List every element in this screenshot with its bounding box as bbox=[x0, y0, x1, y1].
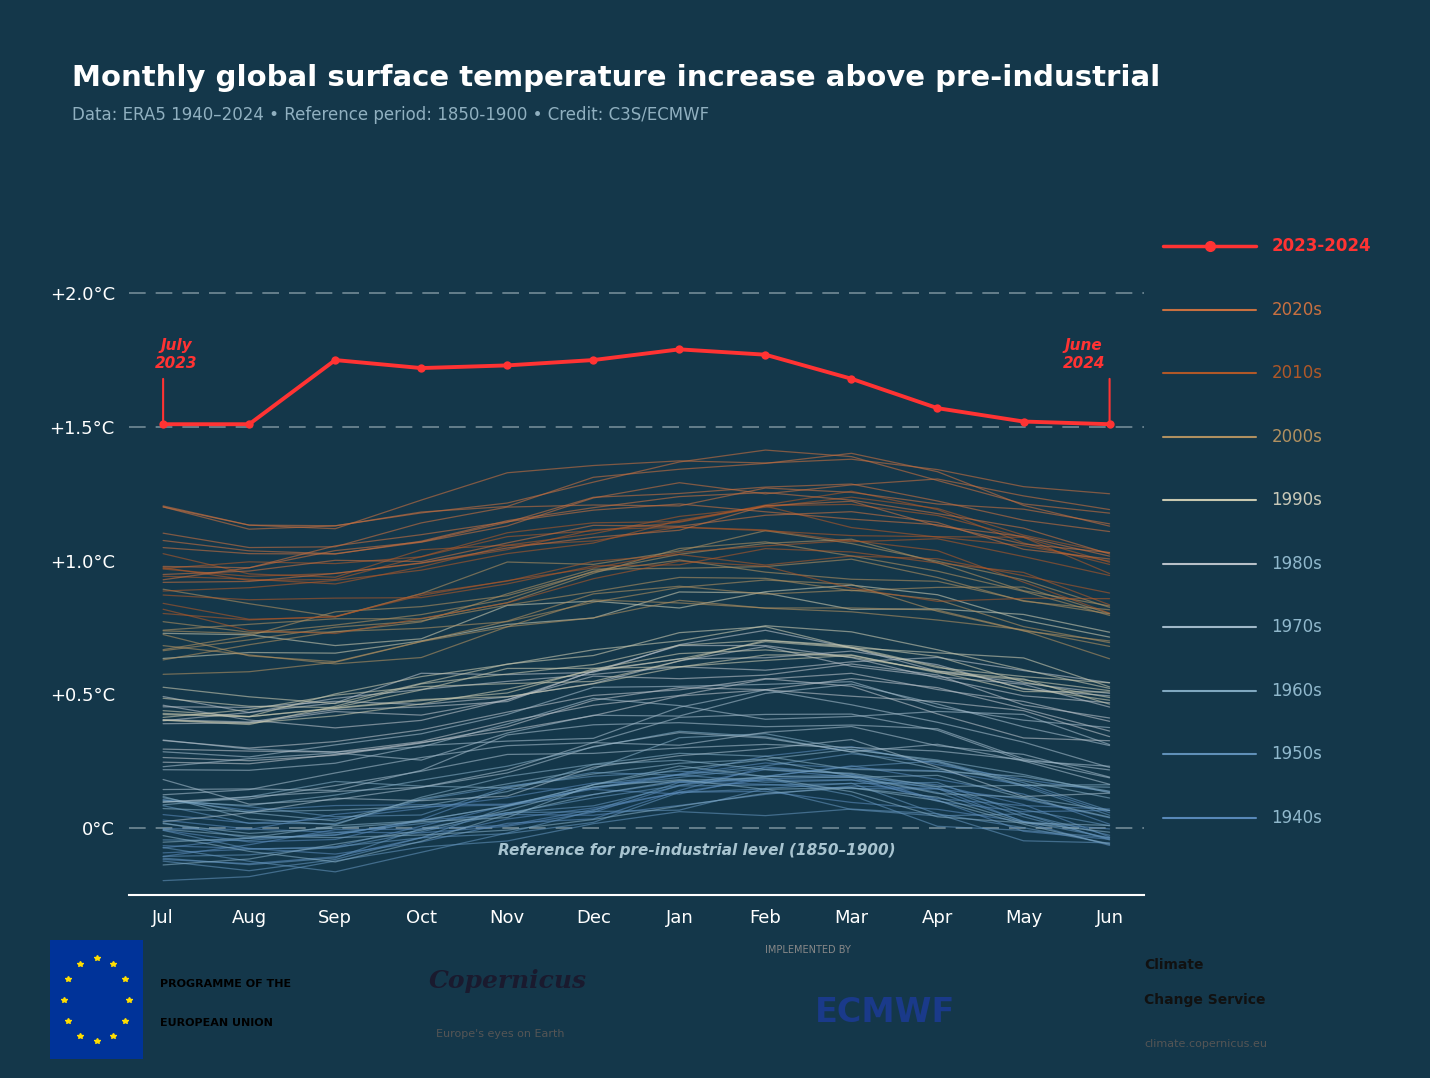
Text: 2020s: 2020s bbox=[1271, 301, 1323, 319]
Text: June
2024: June 2024 bbox=[1062, 338, 1105, 371]
Text: 1980s: 1980s bbox=[1271, 555, 1323, 572]
Text: Europe's eyes on Earth: Europe's eyes on Earth bbox=[436, 1029, 565, 1039]
Text: Monthly global surface temperature increase above pre-industrial: Monthly global surface temperature incre… bbox=[72, 64, 1160, 92]
Text: 2010s: 2010s bbox=[1271, 364, 1323, 383]
Text: Change Service: Change Service bbox=[1144, 993, 1266, 1007]
Text: Copernicus: Copernicus bbox=[429, 969, 588, 993]
Text: 1990s: 1990s bbox=[1271, 492, 1323, 510]
Text: PROGRAMME OF THE: PROGRAMME OF THE bbox=[160, 979, 292, 990]
Text: Data: ERA5 1940–2024 • Reference period: 1850-1900 • Credit: C3S/ECMWF: Data: ERA5 1940–2024 • Reference period:… bbox=[72, 106, 709, 124]
Text: 1970s: 1970s bbox=[1271, 619, 1323, 636]
Text: 1960s: 1960s bbox=[1271, 682, 1323, 700]
Text: July
2023: July 2023 bbox=[154, 338, 197, 371]
Text: ECMWF: ECMWF bbox=[815, 996, 955, 1028]
Text: climate.copernicus.eu: climate.copernicus.eu bbox=[1144, 1038, 1267, 1049]
Text: Climate: Climate bbox=[1144, 958, 1204, 972]
Text: EUROPEAN UNION: EUROPEAN UNION bbox=[160, 1019, 273, 1028]
Text: IMPLEMENTED BY: IMPLEMENTED BY bbox=[765, 944, 851, 955]
Bar bbox=[50, 940, 143, 1060]
Text: 1950s: 1950s bbox=[1271, 745, 1323, 763]
Text: 2023-2024: 2023-2024 bbox=[1271, 237, 1371, 255]
Text: 1940s: 1940s bbox=[1271, 808, 1323, 827]
Text: 2000s: 2000s bbox=[1271, 428, 1323, 446]
Text: Reference for pre-industrial level (1850–1900): Reference for pre-industrial level (1850… bbox=[499, 843, 897, 858]
